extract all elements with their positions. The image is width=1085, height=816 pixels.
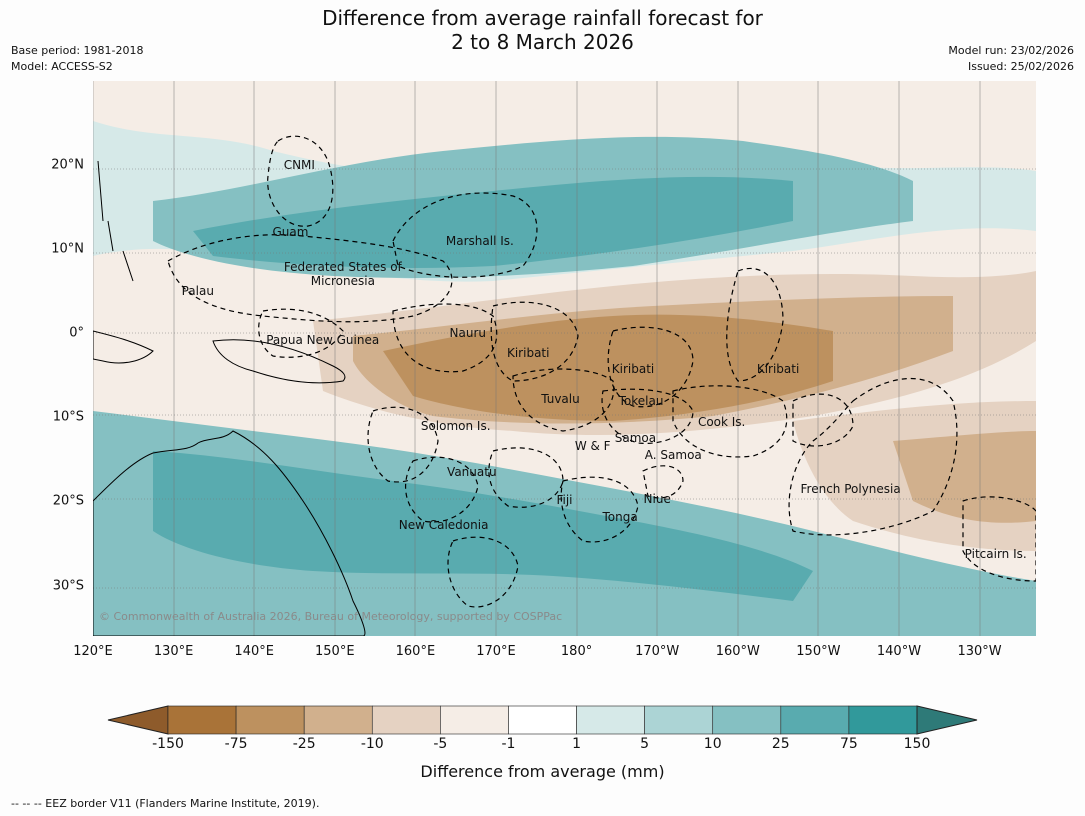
lon-tick-label: 150°E [315, 644, 355, 659]
colorbar-segment [644, 705, 714, 735]
colorbar-segment [848, 705, 918, 735]
colorbar-tick-label: 5 [640, 736, 650, 752]
region-label: French Polynesia [800, 481, 901, 496]
region-label: Pitcairn Is. [964, 546, 1027, 561]
lon-tick-label: 170°E [476, 644, 516, 659]
colorbar-segment [167, 705, 237, 735]
colorbar-segment [508, 705, 577, 735]
rainfall-map: © Commonwealth of Australia 2026, Bureau… [93, 81, 1036, 636]
region-label: Federated States of Micronesia [283, 260, 402, 289]
lon-tick-label: 160°W [715, 644, 760, 659]
region-label: Vanuatu [447, 465, 497, 480]
region-label: Palau [181, 284, 214, 299]
region-label: Marshall Is. [445, 233, 514, 248]
region-label: New Caledonia [398, 518, 489, 532]
colorbar-segment [712, 705, 782, 735]
issued-date: Issued: 25/02/2026 [967, 60, 1074, 73]
copyright-notice: © Commonwealth of Australia 2026, Bureau… [99, 610, 563, 623]
region-label: Nauru [449, 326, 487, 341]
meta-right: Model run: 23/02/2026 Issued: 25/02/2026 [948, 43, 1074, 75]
base-period: Base period: 1981-2018 [11, 44, 144, 57]
colorbar-tick-label: -1 [501, 736, 516, 752]
colorbar-segment [780, 705, 850, 735]
colorbar-segment [303, 705, 373, 735]
colorbar-segment [576, 705, 645, 735]
colorbar-tick-label: -75 [224, 736, 248, 752]
lon-tick-label: 140°W [876, 644, 922, 659]
colorbar-title: Difference from average (mm) [420, 762, 665, 781]
colorbar-high-extend [916, 705, 978, 735]
region-label: Tuvalu [541, 391, 580, 406]
colorbar-tick-label: 1 [572, 736, 581, 752]
title-line-1: Difference from average rainfall forecas… [322, 6, 763, 30]
lon-tick-label: 130°E [153, 644, 194, 659]
colorbar-tick-label: 10 [703, 736, 722, 752]
eez-footnote: -- -- -- EEZ border V11 (Flanders Marine… [11, 797, 320, 810]
graticule [93, 81, 1036, 636]
eez-borders [167, 135, 1036, 608]
region-label: CNMI [283, 158, 315, 173]
region-label: Niue [643, 491, 671, 506]
model-run: Model run: 23/02/2026 [948, 44, 1074, 57]
lat-tick-label: 30°S [52, 578, 84, 594]
region-label: A. Samoa [644, 448, 702, 463]
region-label: Tonga [602, 509, 638, 524]
lat-tick-label: 10°N [51, 241, 84, 257]
colorbar-segment [235, 705, 305, 735]
lon-tick-label: 130°W [957, 644, 1002, 659]
coastlines [93, 160, 366, 636]
lat-tick-label: 20°N [51, 157, 84, 173]
lon-tick-label: 180° [560, 644, 593, 659]
colorbar-tick-label: -10 [360, 736, 384, 752]
chart-title: Difference from average rainfall forecas… [0, 6, 1085, 54]
region-label: Guam [272, 225, 309, 240]
lon-tick-label: 160°E [395, 644, 436, 659]
region-label: Tokelau [618, 393, 664, 408]
colorbar-tick-label: -25 [292, 736, 316, 752]
region-label: Samoa [614, 431, 657, 446]
colorbar-tick-label: 75 [839, 736, 858, 752]
lat-tick-label: 0° [69, 325, 84, 341]
region-label: Papua New Guinea [266, 333, 380, 347]
region-label: Solomon Is. [420, 418, 491, 433]
model-name: Model: ACCESS-S2 [11, 60, 113, 73]
colorbar-segment [371, 705, 441, 735]
region-label: Kiribati [611, 361, 655, 376]
colorbar-tick-label: 150 [903, 736, 931, 752]
lat-tick-label: 10°S [52, 409, 84, 425]
lon-tick-label: 140°E [234, 644, 274, 659]
lon-tick-label: 170°W [635, 644, 680, 659]
region-label: Fiji [556, 492, 573, 507]
title-line-2: 2 to 8 March 2026 [451, 30, 634, 54]
colorbar-tick-label: -5 [433, 736, 448, 752]
region-label: Kiribati [756, 361, 800, 376]
colorbar-low-extend [107, 705, 169, 735]
colorbar-segment [440, 705, 509, 735]
region-label: Cook Is. [697, 414, 746, 429]
lat-tick-label: 20°S [52, 493, 84, 509]
meta-left: Base period: 1981-2018 Model: ACCESS-S2 [11, 43, 143, 75]
region-label: Kiribati [506, 345, 550, 360]
region-label: W & F [574, 438, 611, 453]
colorbar-tick-label: 25 [771, 736, 790, 752]
colorbar-tick-label: -150 [152, 736, 184, 752]
lon-tick-label: 120°E [73, 644, 113, 659]
lon-tick-label: 150°W [796, 644, 841, 659]
